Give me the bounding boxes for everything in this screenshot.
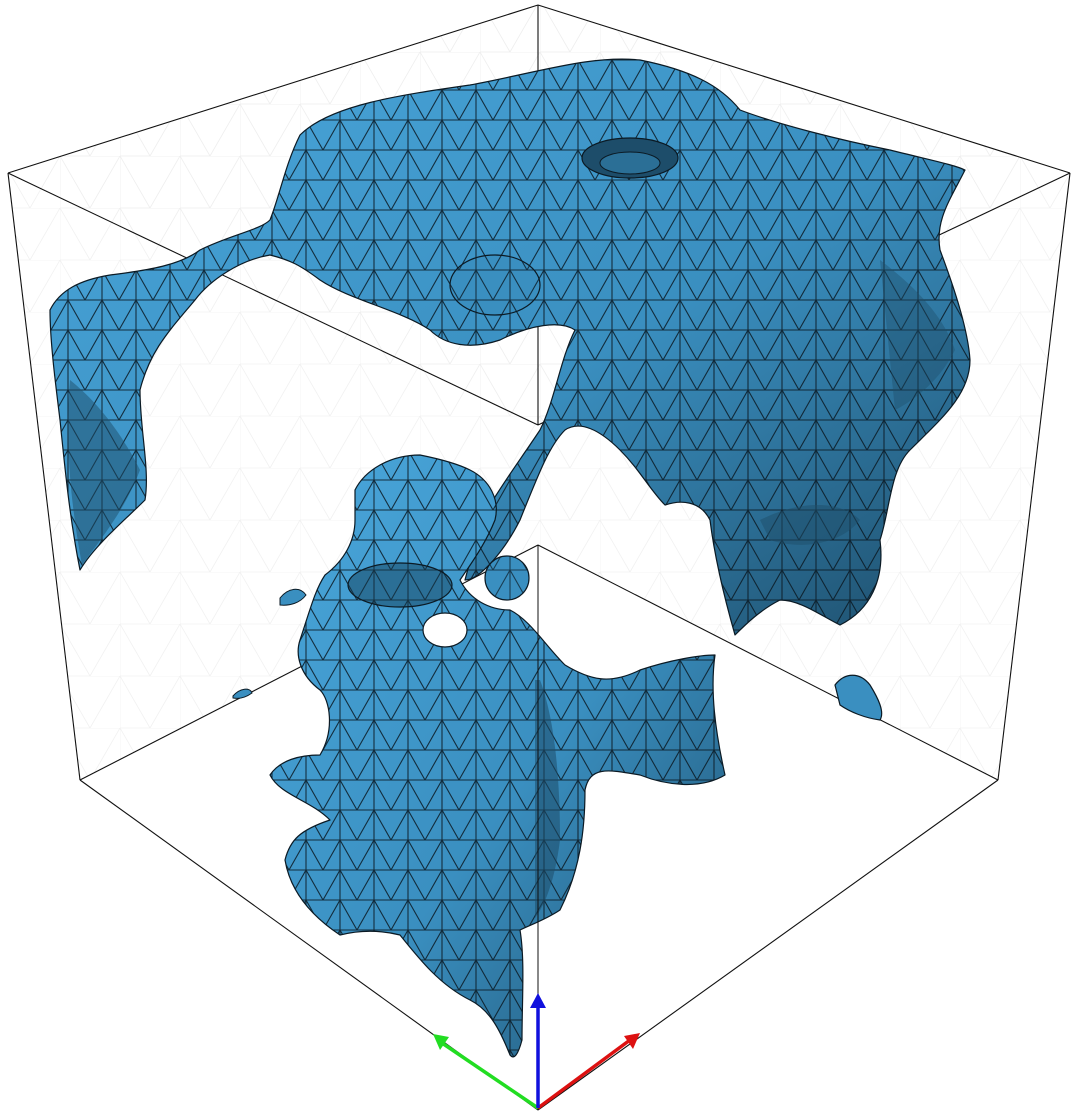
isosurface-mesh[interactable]: [49, 58, 971, 1058]
surface-hole-bottom: [422, 612, 468, 648]
x-axis-arrow: [536, 1038, 632, 1110]
surface-fragment-right: [834, 674, 883, 721]
axis-triad: [433, 993, 640, 1110]
y-axis-arrow: [441, 1041, 539, 1110]
surface-fragment-left: [279, 588, 307, 606]
